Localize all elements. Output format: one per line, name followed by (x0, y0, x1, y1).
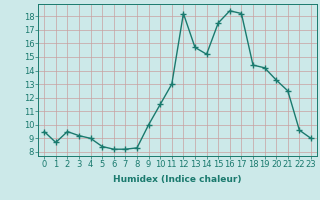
X-axis label: Humidex (Indice chaleur): Humidex (Indice chaleur) (113, 175, 242, 184)
